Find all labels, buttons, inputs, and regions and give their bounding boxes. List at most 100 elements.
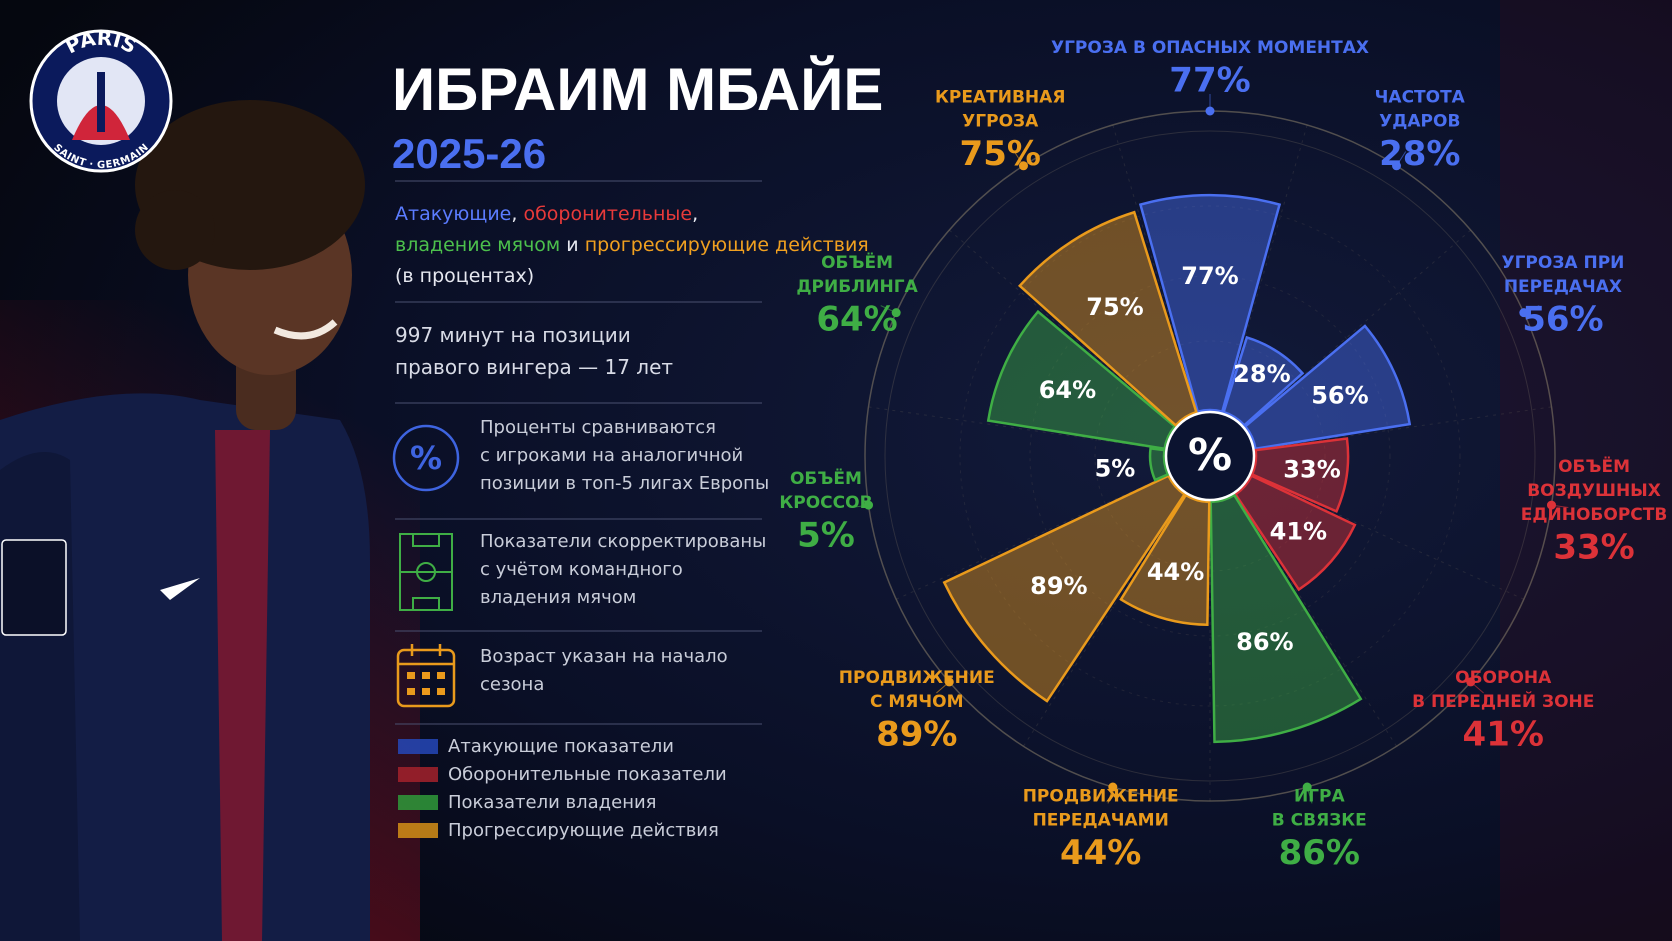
center-label: % [1188, 430, 1232, 481]
category-label: ОБЪЁМ [821, 251, 893, 273]
axis-dot [1108, 782, 1118, 792]
category-label: КРЕАТИВНАЯ [935, 88, 1065, 108]
category-label: ОБЪЁМ [1558, 455, 1630, 477]
value-label: 64% [816, 299, 897, 339]
legend-label: Прогрессирующие действия [448, 820, 719, 841]
category-label: ЧАСТОТА [1375, 88, 1466, 108]
wedge [986, 309, 1177, 451]
value-label: 44% [1060, 833, 1141, 873]
field-icon [399, 533, 453, 611]
category-label: С МЯЧОМ [870, 692, 964, 712]
value-label: 56% [1522, 299, 1603, 339]
wedge-label: 89% [1030, 572, 1087, 600]
spoke [948, 229, 1176, 427]
axis-dot [891, 308, 901, 318]
category-label: УДАРОВ [1379, 112, 1460, 132]
description-line: (в процентах) [395, 265, 534, 287]
wedge [1119, 493, 1211, 627]
wedge-label: 28% [1233, 360, 1290, 388]
note-line: с учётом командного [480, 559, 683, 580]
spoke [1023, 494, 1186, 747]
axis-dot [944, 677, 954, 687]
axis-dot [1519, 308, 1529, 318]
value-label: 33% [1553, 528, 1634, 568]
wedge-label: 64% [1039, 376, 1096, 404]
desc-part: владение мячом [395, 234, 560, 256]
description-line: Атакующие, оборонительные, [395, 203, 698, 225]
note-line: Проценты сравниваются [480, 417, 716, 438]
spoke [1234, 494, 1397, 747]
wedge [1148, 447, 1170, 482]
category-label: УГРОЗА В ОПАСНЫХ МОМЕНТАХ [1051, 38, 1369, 58]
spoke [895, 474, 1169, 600]
category-label: ПРОДВИЖЕНИЕ [839, 668, 995, 688]
wedge [1250, 437, 1350, 514]
wedge-label: 33% [1283, 456, 1340, 484]
wedge-label: 41% [1270, 518, 1327, 546]
legend-label: Атакующие показатели [448, 736, 674, 757]
spoke [1255, 406, 1552, 450]
calendar-icon [396, 644, 456, 708]
category-label: ЕДИНОБОРСТВ [1521, 505, 1668, 525]
spoke [1112, 124, 1198, 413]
axis-dot [1018, 161, 1028, 171]
player [0, 100, 370, 941]
category-label: В СВЯЗКЕ [1272, 810, 1367, 830]
category-label: ОБЪЁМ [790, 467, 862, 489]
desc-part: прогрессирующие действия [585, 234, 869, 256]
wedge [1138, 193, 1282, 414]
desc-part: Атакующие [395, 203, 511, 225]
wedge-label: 44% [1147, 558, 1204, 586]
category-label: В ПЕРЕДНЕЙ ЗОНЕ [1412, 690, 1594, 712]
desc-part: (в процентах) [395, 265, 534, 287]
center-circle [1164, 410, 1256, 502]
category-label: КРОССОВ [779, 493, 872, 513]
category-label: ОБОРОНА [1455, 668, 1552, 688]
value-label: 77% [1169, 61, 1250, 101]
wedge-label: 86% [1236, 628, 1293, 656]
spoke [1222, 124, 1308, 413]
value-label: 28% [1379, 134, 1460, 174]
legend-label: Оборонительные показатели [448, 764, 727, 785]
wedge-label: 5% [1095, 455, 1136, 483]
desc-part: , [692, 203, 698, 225]
icon-text: % [410, 439, 442, 477]
axis-dot [1205, 106, 1215, 116]
percent-icon: % [392, 424, 460, 492]
axis-dot [1466, 677, 1476, 687]
description-line: владение мячом и прогрессирующие действи… [395, 234, 869, 256]
note-line: сезона [480, 674, 544, 695]
value-label: 41% [1463, 715, 1544, 755]
wedge-label: 75% [1086, 293, 1143, 321]
wedge [942, 474, 1187, 703]
player-name: ИБРАИМ МБАЙЕ [392, 56, 883, 123]
desc-part: и [560, 234, 584, 256]
value-label: 5% [797, 516, 855, 556]
note-line: с игроками на аналогичной [480, 445, 743, 466]
wedge-label: 77% [1181, 262, 1238, 290]
value-label: 86% [1279, 833, 1360, 873]
legend-label: Показатели владения [448, 792, 657, 813]
season: 2025-26 [392, 130, 546, 177]
category-label: ДРИБЛИНГА [796, 277, 918, 297]
polar-chart: 77% УГРОЗА В ОПАСНЫХ МОМЕНТАХ 77% 28% ЧАСТОТ… [779, 38, 1667, 873]
info-line: правого вингера — 17 лет [395, 355, 673, 379]
category-label: УГРОЗА [962, 112, 1039, 132]
spoke [1251, 474, 1525, 600]
desc-part: оборонительные [523, 203, 692, 225]
desc-part: , [511, 203, 523, 225]
category-label: ПРОДВИЖЕНИЕ [1023, 786, 1179, 806]
spoke [1244, 229, 1472, 427]
wedge [1017, 210, 1198, 428]
category-label: ПЕРЕДАЧАХ [1504, 277, 1622, 297]
category-label: УГРОЗА ПРИ [1501, 253, 1624, 273]
value-label: 89% [876, 715, 957, 755]
axis-dot [1546, 500, 1556, 510]
axis-dot [864, 500, 874, 510]
axis-dot [1392, 161, 1402, 171]
spoke [868, 406, 1165, 450]
note-line: Показатели скорректированы [480, 531, 766, 552]
edge-glow [1500, 0, 1672, 941]
info-line: 997 минут на позиции [395, 323, 631, 347]
